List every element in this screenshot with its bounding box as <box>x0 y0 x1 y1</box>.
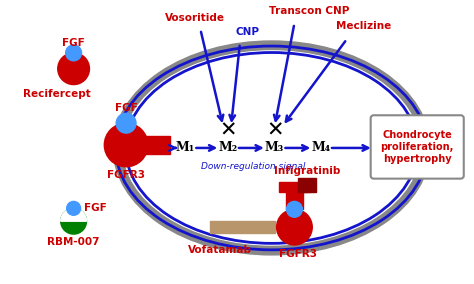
Bar <box>299 178 316 191</box>
Text: RBM-007: RBM-007 <box>47 237 100 247</box>
Text: FGF: FGF <box>62 38 85 48</box>
Text: FGF: FGF <box>83 203 106 213</box>
Text: M₃: M₃ <box>265 141 284 154</box>
Circle shape <box>286 201 302 217</box>
Text: ✕: ✕ <box>219 120 237 140</box>
Bar <box>285 187 303 209</box>
Text: M₄: M₄ <box>311 141 331 154</box>
Text: Recifercept: Recifercept <box>23 89 91 99</box>
Bar <box>145 136 170 154</box>
Circle shape <box>116 113 136 133</box>
Circle shape <box>104 123 148 167</box>
Text: Chondrocyte
proliferation,
hypertrophy: Chondrocyte proliferation, hypertrophy <box>381 130 454 164</box>
Ellipse shape <box>123 51 420 245</box>
Text: Meclizine: Meclizine <box>336 21 392 31</box>
Text: ✕: ✕ <box>266 120 283 140</box>
Text: M₁: M₁ <box>176 141 195 154</box>
Text: FGF: FGF <box>115 103 137 113</box>
Text: CNP: CNP <box>236 27 260 37</box>
Text: Transcon CNP: Transcon CNP <box>269 6 349 16</box>
Bar <box>279 181 310 191</box>
Text: FGFR3: FGFR3 <box>279 249 318 259</box>
Circle shape <box>58 53 90 85</box>
Wedge shape <box>61 208 86 221</box>
Circle shape <box>61 208 86 234</box>
Text: Infigratinib: Infigratinib <box>274 166 340 176</box>
Text: Vofatamab: Vofatamab <box>188 245 252 255</box>
Text: Down-regulation signal: Down-regulation signal <box>201 162 306 171</box>
Ellipse shape <box>113 41 430 255</box>
FancyBboxPatch shape <box>371 115 464 179</box>
Circle shape <box>277 209 312 245</box>
Circle shape <box>67 201 81 215</box>
Bar <box>210 221 274 233</box>
Text: FGFR3: FGFR3 <box>107 170 145 180</box>
Text: M₂: M₂ <box>219 141 238 154</box>
Text: Vosoritide: Vosoritide <box>165 13 226 23</box>
Circle shape <box>66 45 82 61</box>
